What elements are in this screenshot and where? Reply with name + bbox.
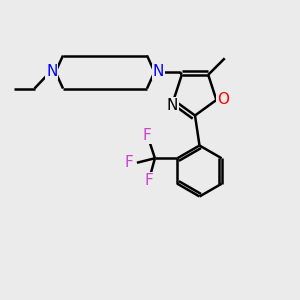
Text: N: N: [167, 98, 178, 113]
Text: O: O: [217, 92, 229, 107]
Text: N: N: [152, 64, 164, 80]
Text: N: N: [46, 64, 58, 80]
Text: F: F: [124, 155, 133, 170]
Text: F: F: [143, 128, 152, 143]
Text: F: F: [145, 173, 153, 188]
